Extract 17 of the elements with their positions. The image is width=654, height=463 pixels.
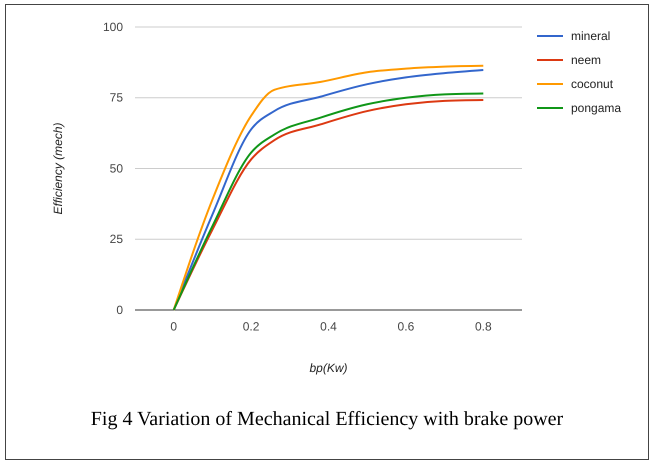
- x-tick-label: 0.2: [242, 320, 260, 334]
- y-tick-label: 75: [110, 90, 124, 105]
- legend-label: coconut: [571, 77, 614, 91]
- y-axis-title: Efficiency (mech): [51, 122, 65, 215]
- x-tick-label: 0.8: [474, 320, 492, 334]
- legend-label: pongama: [571, 101, 622, 115]
- x-axis-title: bp(Kw): [309, 361, 348, 375]
- x-tick-label: 0: [170, 320, 178, 334]
- legend-label: neem: [571, 53, 602, 67]
- legend-label: mineral: [571, 29, 610, 43]
- y-tick-label: 25: [110, 232, 124, 246]
- y-tick-label: 0: [116, 302, 124, 317]
- y-tick-label: 100: [102, 20, 124, 34]
- y-tick-label: 50: [110, 161, 124, 176]
- caption: Fig 4 Variation of Mechanical Efficiency with brake power: [90, 408, 564, 430]
- x-tick-label: 0.4: [320, 320, 338, 334]
- x-tick-label: 0.6: [398, 320, 415, 334]
